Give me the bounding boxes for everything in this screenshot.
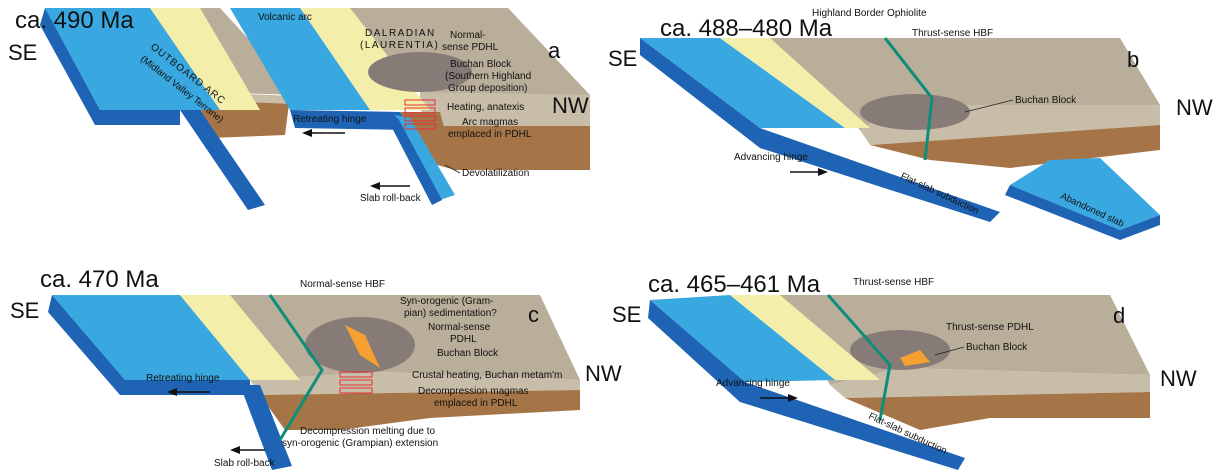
- panel-a-age: ca. 490 Ma: [15, 7, 134, 34]
- panel-c-mantle: [260, 390, 580, 430]
- panel-c-continent-front: [250, 372, 580, 395]
- panel-c-syn-orogenic-1: Syn-orogenic (Gram-: [400, 296, 493, 307]
- panel-c-slab: [48, 295, 250, 395]
- panel-a-hinge-arrowhead: [302, 129, 312, 137]
- panel-b-mantle: [870, 125, 1160, 168]
- panel-b: ca. 488–480 Ma SE NW b Highland Border O…: [608, 8, 1213, 240]
- panel-c: ca. 470 Ma SE NW c Normal-sense HBF Syn-…: [10, 266, 622, 470]
- panel-b-age: ca. 488–480 Ma: [660, 15, 833, 42]
- panel-c-normal-pdhl-2: PDHL: [450, 334, 477, 345]
- panel-a-buchan-1: Buchan Block: [450, 59, 512, 70]
- panel-a-volcanic-arc: Volcanic arc: [258, 12, 312, 23]
- panel-a-rollback-arrowhead: [370, 182, 380, 190]
- panel-d-magma: [900, 350, 930, 366]
- panel-a-heating-zone: [404, 99, 436, 130]
- panel-b-nw: NW: [1176, 95, 1213, 120]
- panel-c-syn-orogenic-2: pian) sedimentation?: [404, 308, 497, 319]
- panel-d-letter: d: [1113, 303, 1125, 328]
- panel-d-ocean: [650, 295, 835, 382]
- panel-c-se: SE: [10, 298, 39, 323]
- panel-a-arc-magmas-2: emplaced in PDHL: [448, 129, 532, 140]
- panel-b-abandoned-slab: [1010, 158, 1160, 230]
- panel-c-slab-rollback: Slab roll-back: [214, 458, 276, 469]
- panel-b-letter: b: [1127, 47, 1139, 72]
- panel-d-advancing-hinge: Advancing hinge: [716, 378, 790, 389]
- panel-d-slab: [648, 300, 965, 470]
- panel-a-letter: a: [548, 38, 561, 63]
- panel-b-sediment: [720, 38, 870, 128]
- panel-a-heating: Heating, anatexis: [447, 102, 524, 113]
- panel-c-nw: NW: [585, 361, 622, 386]
- panel-c-hbf-fault: [268, 294, 324, 441]
- panel-a-devolatilization: Devolatilization: [462, 168, 529, 179]
- panel-c-magma: [345, 325, 380, 368]
- panel-c-buchan: Buchan Block: [437, 348, 499, 359]
- panel-a-dalradian: DALRADIAN: [365, 28, 436, 39]
- panel-c-ocean: [52, 295, 250, 380]
- panel-a-buchan-3: Group deposition): [448, 83, 528, 94]
- panel-a-buchan-2: (Southern Highland: [445, 71, 531, 82]
- panel-d-buchan-leader: [934, 346, 965, 356]
- panel-d-mantle: [845, 392, 1150, 430]
- panel-c-normal-hbf: Normal-sense HBF: [300, 279, 385, 290]
- panel-a-slab-rollback: Slab roll-back: [360, 193, 422, 204]
- panel-b-abandoned-slab-edge: [1005, 185, 1160, 240]
- panel-c-crustal-heating: Crustal heating, Buchan metam'm: [412, 370, 562, 381]
- panel-c-slab-dip: [240, 385, 292, 470]
- panel-b-buchan-leader: [964, 99, 1014, 113]
- panel-b-ophiolite: Highland Border Ophiolite: [812, 8, 927, 19]
- panel-d-hbf-fault: [826, 294, 892, 421]
- panel-b-hinge-arrowhead: [818, 168, 828, 176]
- panel-b-slab: [640, 38, 1000, 222]
- panel-c-age: ca. 470 Ma: [40, 266, 159, 293]
- panel-a-retreating-hinge: Retreating hinge: [293, 114, 367, 125]
- panel-c-sediment: [180, 295, 300, 380]
- panel-c-heating-zone: [339, 371, 373, 394]
- panel-d-nw: NW: [1160, 366, 1197, 391]
- panel-d: ca. 465–461 Ma SE NW d Thrust-sense HBF …: [612, 271, 1197, 470]
- panel-c-decompression-melting-2: syn-orogenic (Grampian) extension: [282, 438, 438, 449]
- panel-c-hinge-arrowhead: [167, 388, 177, 396]
- panel-d-sediment: [730, 295, 880, 380]
- panel-a-arc-magmas-1: Arc magmas: [462, 117, 518, 128]
- panel-a-laurentia: (LAURENTIA): [360, 40, 439, 51]
- panel-d-se: SE: [612, 302, 641, 327]
- panel-a: ca. 490 Ma SE NW a Volcanic arc DALRADIA…: [8, 7, 590, 210]
- panel-c-letter: c: [528, 302, 539, 327]
- panel-a-normal-pdhl-2: sense PDHL: [442, 42, 499, 53]
- panel-a-se: SE: [8, 40, 37, 65]
- panel-b-se: SE: [608, 46, 637, 71]
- panel-d-buchan: Buchan Block: [966, 342, 1028, 353]
- panel-a-nw: NW: [552, 93, 589, 118]
- panel-c-rollback-arrowhead: [230, 446, 240, 454]
- panel-a-devol-leader: [444, 164, 461, 174]
- panel-c-decompression-magmas-1: Decompression magmas: [418, 386, 529, 397]
- panel-c-decompression-melting-1: Decompression melting due to: [300, 426, 436, 437]
- panel-d-continent-front: [830, 368, 1150, 398]
- panel-a-buchan-block: [368, 52, 472, 92]
- panel-b-buchan: Buchan Block: [1015, 95, 1077, 106]
- panel-a-ocean: [40, 8, 455, 210]
- panel-d-thrust-hbf: Thrust-sense HBF: [853, 277, 934, 288]
- panel-c-decompression-magmas-2: emplaced in PDHL: [434, 398, 518, 409]
- panel-b-advancing-hinge: Advancing hinge: [734, 152, 808, 163]
- panel-b-buchan-block: [860, 94, 970, 130]
- panel-a-normal-pdhl-1: Normal-: [450, 30, 486, 41]
- panel-d-hinge-arrowhead: [788, 394, 798, 402]
- panel-b-thrust-hbf: Thrust-sense HBF: [912, 28, 993, 39]
- panel-d-thrust-pdhl: Thrust-sense PDHL: [946, 322, 1034, 333]
- panel-c-normal-pdhl-1: Normal-sense: [428, 322, 491, 333]
- panel-b-hbf-fault: [883, 37, 934, 161]
- panel-c-retreating-hinge: Retreating hinge: [146, 373, 220, 384]
- panel-d-age: ca. 465–461 Ma: [648, 271, 821, 298]
- panel-b-ocean: [640, 38, 845, 128]
